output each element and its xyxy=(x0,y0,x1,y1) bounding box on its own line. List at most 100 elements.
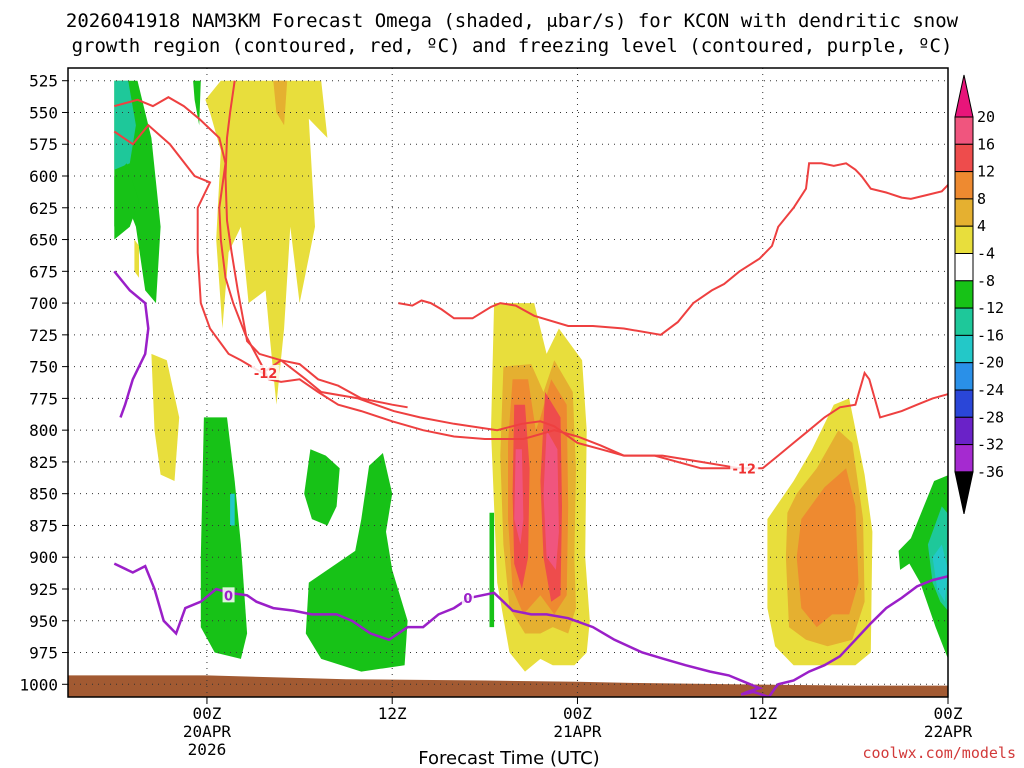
plot-frame xyxy=(67,67,949,698)
purple-contour-0 xyxy=(113,270,150,418)
colorbar-swatch xyxy=(954,334,974,364)
y-tick-label: 625 xyxy=(29,199,58,218)
colorbar-swatch xyxy=(954,416,974,446)
red-contour-label: -12 xyxy=(732,462,756,477)
omega-region-3 xyxy=(193,80,201,126)
red-contour-2 xyxy=(224,80,408,409)
red-contour-1 xyxy=(114,96,755,470)
colorbar: 20 16 12 8 4 -4 -8 -12 -16 -20 -24 -28 -32 -36 xyxy=(954,74,1004,515)
y-tick-label: 825 xyxy=(29,453,58,472)
x-tick-label: 00Z xyxy=(934,704,963,723)
omega-region-6 xyxy=(151,353,180,481)
colorbar-swatch xyxy=(954,444,974,473)
colorbar-swatch xyxy=(954,116,974,145)
colorbar-top-arrow xyxy=(954,74,974,118)
colorbar-label: -20 xyxy=(977,354,1004,372)
x-tick-year: 2026 xyxy=(188,740,227,759)
y-tick-label: 725 xyxy=(29,326,58,345)
colorbar-label: -4 xyxy=(977,245,995,263)
omega-region-12 xyxy=(489,512,495,628)
colorbar-label: -16 xyxy=(977,326,1004,344)
omega-region-4 xyxy=(205,80,328,405)
y-tick-label: 675 xyxy=(29,262,58,281)
x-tick-label: 12Z xyxy=(748,704,777,723)
purple-contour-1 xyxy=(113,562,948,697)
chart-title-line1: 2026041918 NAM3KM Forecast Omega (shaded… xyxy=(66,10,959,32)
omega-shading xyxy=(114,80,1024,672)
y-tick-label: 950 xyxy=(29,612,58,631)
omega-region-27 xyxy=(1016,519,1024,608)
colorbar-label: 12 xyxy=(977,163,995,181)
colorbar-label: -28 xyxy=(977,408,1004,426)
colorbar-bottom-arrow xyxy=(954,471,974,515)
colorbar-label: -24 xyxy=(977,381,1004,399)
colorbar-label: -12 xyxy=(977,299,1004,317)
x-axis-title: Forecast Time (UTC) xyxy=(418,748,599,768)
chart-title-line2: growth region (contoured, red, ºC) and f… xyxy=(72,35,953,57)
purple-contour-label-bg xyxy=(222,587,235,603)
colorbar-swatch xyxy=(954,253,974,282)
x-tick-label: 12Z xyxy=(378,704,407,723)
terrain-fill xyxy=(68,675,948,697)
y-tick-label: 800 xyxy=(29,421,58,440)
colorbar-swatch xyxy=(954,307,974,336)
colorbar-label: 20 xyxy=(977,108,995,126)
credit-text: coolwx.com/models xyxy=(862,744,1016,762)
contour-labels: -12 -12 0 0 xyxy=(222,364,759,607)
freezing-level-contours xyxy=(113,270,948,697)
omega-region-25 xyxy=(932,544,948,602)
colorbar-swatch xyxy=(954,143,974,173)
omega-region-11 xyxy=(305,453,408,672)
y-tick-label: 600 xyxy=(29,167,58,186)
y-tick-label: 525 xyxy=(29,72,58,91)
y-tick-label: 750 xyxy=(29,358,58,377)
purple-contour-label: 0 xyxy=(463,592,472,607)
y-tick-label: 1000 xyxy=(19,675,58,694)
omega-region-1 xyxy=(114,80,136,170)
terrain-ground xyxy=(68,675,948,697)
y-tick-label: 875 xyxy=(29,516,58,535)
y-tick-label: 550 xyxy=(29,103,58,122)
omega-region-26 xyxy=(996,468,1024,652)
red-contour-label: -12 xyxy=(254,367,278,382)
y-tick-label: 650 xyxy=(29,231,58,250)
x-tick-label: 00Z xyxy=(563,704,592,723)
x-tick-date: 22APR xyxy=(924,722,973,741)
y-tick-label: 575 xyxy=(29,135,58,154)
y-axis: 525 550 575 600 625 650 675 700 725 750 775 800 825 8… xyxy=(19,72,68,694)
colorbar-swatch xyxy=(954,225,974,254)
colorbar-swatch xyxy=(954,171,974,200)
omega-region-5 xyxy=(273,80,288,126)
red-contour-label-bg xyxy=(730,460,759,476)
colorbar-swatch xyxy=(954,280,974,309)
y-tick-label: 700 xyxy=(29,294,58,313)
purple-contour-label-bg xyxy=(461,589,474,605)
y-tick-label: 925 xyxy=(29,580,58,599)
colorbar-swatch xyxy=(954,362,974,391)
colorbar-label: 4 xyxy=(977,217,986,235)
omega-region-9 xyxy=(230,493,235,526)
omega-region-7 xyxy=(134,239,139,278)
colorbar-swatch xyxy=(954,389,974,418)
red-contour-3 xyxy=(398,162,948,336)
omega-region-23 xyxy=(898,475,948,659)
x-tick-label: 00Z xyxy=(192,704,221,723)
colorbar-label: 8 xyxy=(977,190,986,208)
colorbar-label: -32 xyxy=(977,436,1004,454)
omega-region-18 xyxy=(514,449,524,545)
omega-region-2 xyxy=(114,163,139,240)
purple-contour-label: 0 xyxy=(224,589,233,604)
omega-region-8 xyxy=(200,417,248,659)
y-tick-label: 850 xyxy=(29,485,58,504)
y-tick-label: 900 xyxy=(29,548,58,567)
x-tick-date: 20APR xyxy=(183,722,232,741)
y-tick-label: 975 xyxy=(29,644,58,663)
omega-region-19 xyxy=(543,430,559,570)
colorbar-label: -36 xyxy=(977,463,1004,481)
y-tick-label: 775 xyxy=(29,389,58,408)
colorbar-label: 16 xyxy=(977,135,995,153)
omega-region-22 xyxy=(796,468,859,628)
colorbar-swatch xyxy=(954,198,974,227)
